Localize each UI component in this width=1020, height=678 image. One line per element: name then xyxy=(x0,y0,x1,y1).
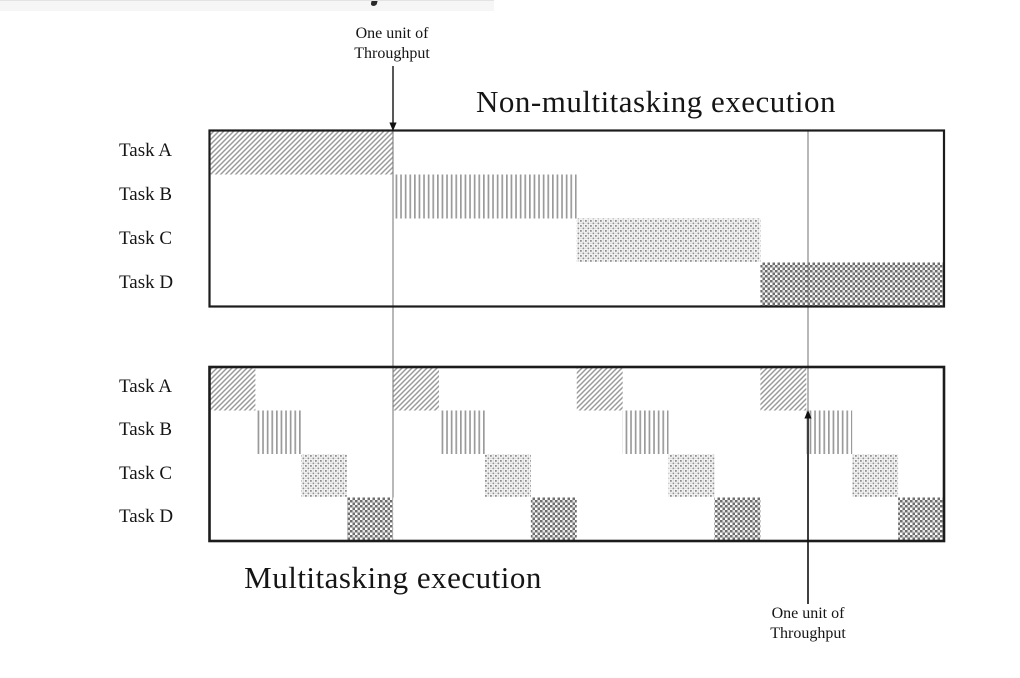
multitasking-title: Multitasking execution xyxy=(244,560,542,595)
bar-task-b xyxy=(806,410,853,454)
bar-task-a xyxy=(209,130,394,175)
task-label-a: Task A xyxy=(119,375,173,397)
throughput-annotation-top: One unit of Throughput xyxy=(312,24,472,64)
annotation-line-1: One unit of xyxy=(771,605,845,622)
bar-task-c xyxy=(301,454,348,498)
bar-task-a xyxy=(760,367,807,411)
annotation-line-2: Throughput xyxy=(354,45,430,62)
annotation-line-2: Throughput xyxy=(770,625,846,642)
multitasking-box xyxy=(208,365,946,543)
task-label-b: Task B xyxy=(119,419,173,441)
bar-task-a xyxy=(576,367,623,411)
bar-task-a xyxy=(393,367,440,411)
bar-task-d xyxy=(530,497,577,541)
bar-task-d xyxy=(347,497,394,541)
bar-task-b xyxy=(439,410,485,454)
task-label-c: Task C xyxy=(119,227,173,249)
bar-task-c xyxy=(576,218,761,263)
throughput-annotation-bottom: One unit of Throughput xyxy=(728,604,888,644)
bar-task-c xyxy=(484,454,531,498)
bar-task-d xyxy=(898,497,944,541)
bar-task-c xyxy=(852,454,899,498)
non-multitasking-title: Non-multitasking execution xyxy=(476,84,836,119)
down-arrowhead-icon xyxy=(389,122,397,131)
bar-task-d xyxy=(760,262,944,307)
task-label-c: Task C xyxy=(119,462,173,484)
bar-task-b xyxy=(255,410,302,454)
bar-task-a xyxy=(209,367,256,411)
task-label-b: Task B xyxy=(119,183,173,205)
bar-task-d xyxy=(714,497,761,541)
annotation-line-1: One unit of xyxy=(355,25,429,42)
up-arrowhead-icon xyxy=(804,410,812,419)
task-label-d: Task D xyxy=(119,506,174,528)
non-multitasking-box xyxy=(208,129,946,308)
bar-task-b xyxy=(622,410,669,454)
task-label-a: Task A xyxy=(119,139,173,161)
bar-task-c xyxy=(668,454,715,498)
bar-task-b xyxy=(393,174,577,219)
window-edge-artifact xyxy=(0,0,494,11)
task-label-d: Task D xyxy=(119,271,174,293)
